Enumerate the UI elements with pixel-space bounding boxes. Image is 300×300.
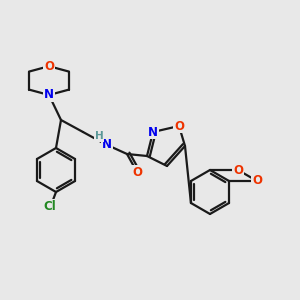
Text: O: O bbox=[132, 166, 142, 178]
Text: H: H bbox=[94, 131, 103, 141]
Text: O: O bbox=[233, 164, 243, 176]
Text: N: N bbox=[148, 125, 158, 139]
Text: O: O bbox=[44, 60, 54, 73]
Text: N: N bbox=[44, 88, 54, 101]
Text: Cl: Cl bbox=[44, 200, 56, 212]
Text: O: O bbox=[252, 175, 262, 188]
Text: O: O bbox=[174, 119, 184, 133]
Text: N: N bbox=[102, 137, 112, 151]
